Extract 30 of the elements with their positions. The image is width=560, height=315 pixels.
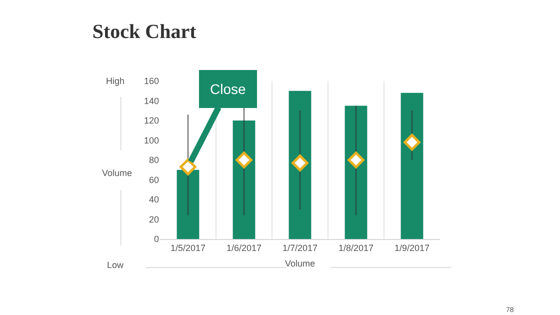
- x-axis-title: Volume: [284, 258, 316, 269]
- y-tick-label: 100: [144, 135, 159, 146]
- bar: [400, 92, 424, 239]
- y-tick-label: 20: [148, 214, 159, 224]
- x-tick-label: 1/9/2017: [394, 242, 430, 253]
- point: [348, 152, 364, 168]
- y-tick-label: 120: [144, 116, 159, 126]
- y-tick-label: 40: [148, 194, 159, 205]
- point: [236, 152, 252, 168]
- chart-title: Stock Chart: [92, 21, 197, 43]
- x-tick-label: 1/8/2017: [338, 242, 374, 253]
- text: Low: [107, 260, 124, 270]
- y-tick-label: 60: [148, 174, 159, 185]
- annotation: Close: [210, 81, 246, 97]
- point: [292, 154, 308, 172]
- y-tick-label: 140: [144, 96, 159, 106]
- y-tick-label: 160: [144, 76, 159, 86]
- point: [404, 134, 420, 151]
- bar: [344, 106, 368, 239]
- y-axis-title: Volume: [102, 168, 132, 178]
- point: [180, 158, 196, 176]
- x-tick-label: 1/6/2017: [226, 242, 262, 253]
- x-tick-label: 1/7/2017: [282, 242, 318, 253]
- y-tick-label: 80: [148, 155, 159, 166]
- text: High: [106, 76, 125, 86]
- x-tick-label: 1/5/2017: [170, 242, 206, 253]
- bar: [288, 90, 312, 239]
- bar: [232, 120, 256, 239]
- bar: [176, 170, 200, 239]
- y-tick-label: 0: [154, 234, 159, 244]
